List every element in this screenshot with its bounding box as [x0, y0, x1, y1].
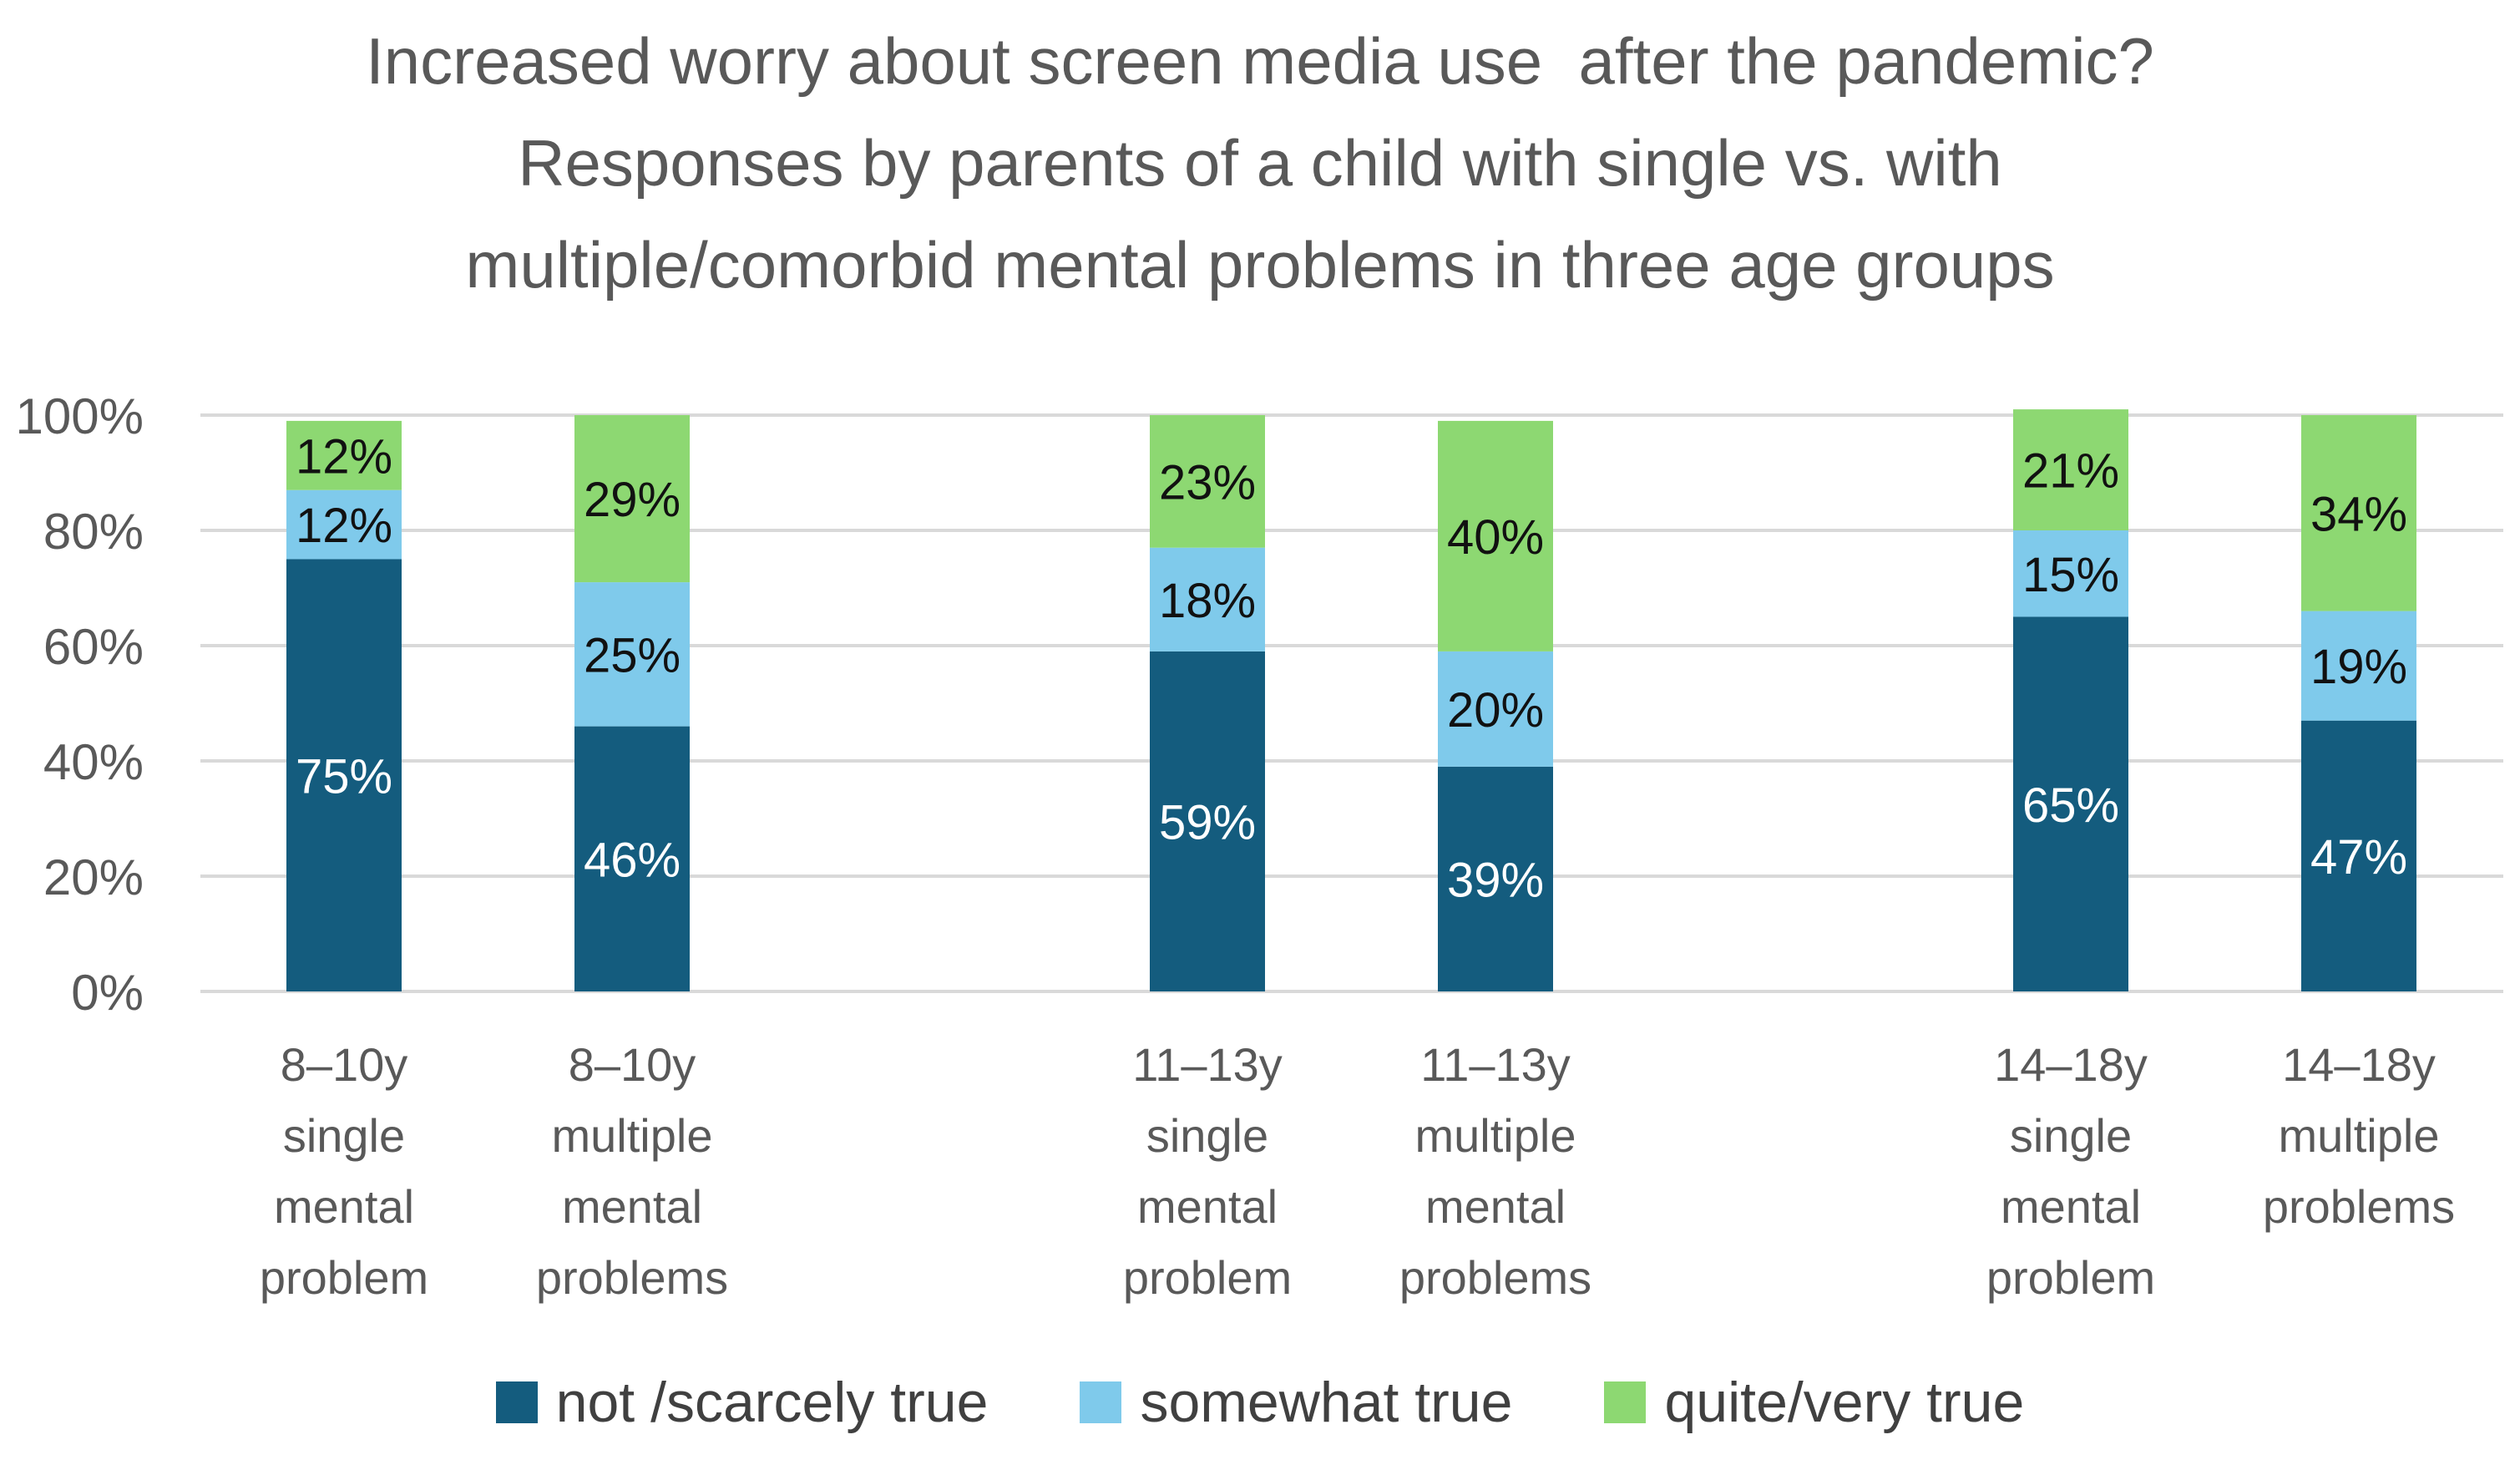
chart-title-line-1: Increased worry about screen media use a…	[366, 24, 2154, 98]
x-tick-label-0-line-3: problem	[260, 1251, 428, 1304]
x-tick-label-0-line-1: single	[283, 1109, 405, 1162]
bar-segment-2-2	[1150, 415, 1265, 548]
data-label-2-0: 59%	[1159, 795, 1256, 849]
data-label-2-1: 18%	[1159, 574, 1256, 628]
bar-segment-0-0	[286, 559, 402, 991]
chart-title: Increased worry about screen media use a…	[0, 10, 2520, 316]
x-tick-label-3-line-0: 11–13y	[1420, 1038, 1571, 1091]
bar-segment-3-1	[1438, 651, 1553, 767]
x-tick-label-4-line-2: mental	[2001, 1180, 2141, 1233]
y-tick-label-60: 60%	[43, 619, 144, 675]
x-tick-label-0-line-0: 8–10y	[281, 1038, 408, 1091]
x-tick-label-2-line-3: problem	[1123, 1251, 1292, 1304]
x-tick-label-4-line-1: single	[2010, 1109, 2132, 1162]
x-tick-label-3-line-1: multiple	[1415, 1109, 1576, 1162]
bar-segment-5-1	[2301, 611, 2416, 721]
x-tick-label-2-line-0: 11–13y	[1132, 1038, 1283, 1091]
legend-label-not-scarcely-true: not /scarcely true	[555, 1371, 989, 1434]
data-label-5-2: 34%	[2310, 487, 2407, 541]
x-tick-label-5-line-0: 14–18y	[2282, 1038, 2436, 1091]
bar-segment-4-2	[2013, 409, 2128, 530]
data-label-3-0: 39%	[1447, 853, 1544, 907]
data-label-0-1: 12%	[296, 499, 392, 553]
legend-swatch-somewhat-true	[1080, 1381, 1122, 1423]
data-label-1-1: 25%	[584, 628, 681, 682]
data-label-1-0: 46%	[584, 833, 681, 887]
data-label-5-0: 47%	[2310, 830, 2407, 885]
data-label-2-2: 23%	[1159, 455, 1256, 509]
bar-segment-5-2	[2301, 415, 2416, 611]
data-label-4-0: 65%	[2022, 778, 2119, 833]
y-tick-label-100: 100%	[16, 388, 144, 444]
bar-segment-1-0	[574, 726, 690, 991]
x-tick-label-1-line-3: problems	[536, 1251, 728, 1304]
x-tick-label-2-line-2: mental	[1137, 1180, 1278, 1233]
bar-segment-2-1	[1150, 547, 1265, 651]
x-tick-label-1-line-1: multiple	[552, 1109, 713, 1162]
bar-segment-0-1	[286, 489, 402, 560]
x-tick-label-3-line-3: problems	[1399, 1251, 1591, 1304]
x-tick-label-3-line-2: mental	[1425, 1180, 1566, 1233]
chart-title-line-3: multiple/comorbid mental problems in thr…	[465, 228, 2055, 302]
bar-segment-4-0	[2013, 616, 2128, 991]
y-tick-label-80: 80%	[43, 504, 144, 560]
data-label-3-2: 40%	[1447, 510, 1544, 565]
bar-segment-4-1	[2013, 530, 2128, 617]
bar-segment-1-1	[574, 582, 690, 727]
bar-segment-3-0	[1438, 766, 1553, 991]
data-label-1-2: 29%	[584, 473, 681, 527]
bar-segment-3-2	[1438, 420, 1553, 651]
chart-legend: not /scarcely true somewhat true quite/v…	[0, 1370, 2520, 1435]
bar-segment-2-0	[1150, 651, 1265, 991]
chart-title-line-2: Responses by parents of a child with sin…	[518, 126, 2002, 200]
bar-segment-1-2	[574, 415, 690, 583]
data-label-4-2: 21%	[2022, 444, 2119, 499]
data-label-3-1: 20%	[1447, 683, 1544, 738]
legend-item-quite-very-true: quite/very true	[1604, 1370, 2024, 1435]
data-label-5-1: 19%	[2310, 640, 2407, 694]
legend-label-somewhat-true: somewhat true	[1140, 1371, 1513, 1434]
x-tick-label-1-line-0: 8–10y	[569, 1038, 696, 1091]
legend-swatch-quite-very-true	[1604, 1381, 1647, 1423]
legend-item-not-scarcely-true: not /scarcely true	[495, 1370, 989, 1435]
x-tick-label-2-line-1: single	[1146, 1109, 1268, 1162]
data-label-0-2: 12%	[296, 429, 392, 484]
legend-item-somewhat-true: somewhat true	[1080, 1370, 1512, 1435]
data-label-4-1: 15%	[2022, 548, 2119, 602]
y-tick-label-0: 0%	[71, 965, 144, 1021]
legend-label-quite-very-true: quite/very true	[1664, 1371, 2025, 1434]
x-tick-label-1-line-2: mental	[562, 1180, 702, 1233]
x-tick-label-4-line-3: problem	[1986, 1251, 2155, 1304]
bar-segment-5-0	[2301, 720, 2416, 991]
bar-segment-0-2	[286, 420, 402, 490]
x-tick-label-5-line-2: problems	[2263, 1180, 2455, 1233]
data-label-0-0: 75%	[296, 749, 392, 804]
legend-swatch-not-scarcely-true	[495, 1381, 538, 1423]
y-tick-label-20: 20%	[43, 849, 144, 905]
x-tick-label-4-line-0: 14–18y	[1994, 1038, 2148, 1091]
y-tick-label-40: 40%	[43, 734, 144, 790]
x-tick-label-0-line-2: mental	[274, 1180, 414, 1233]
x-tick-label-5-line-1: multiple	[2279, 1109, 2440, 1162]
